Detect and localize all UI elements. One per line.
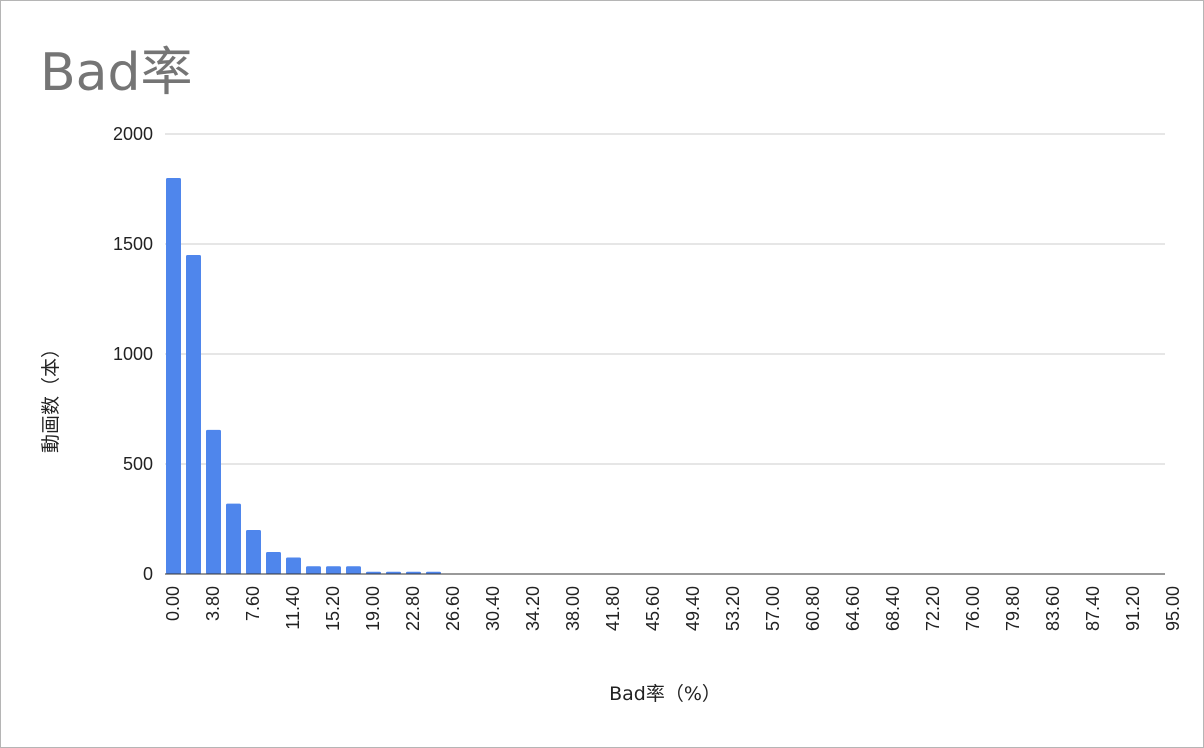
- x-tick-label: 0.00: [163, 586, 183, 621]
- x-tick-label: 68.40: [883, 586, 903, 631]
- x-tick-label: 11.40: [283, 586, 303, 630]
- y-tick-label: 500: [123, 454, 153, 474]
- x-tick-label: 60.80: [803, 586, 823, 631]
- bar-17.10: [346, 566, 361, 574]
- bar-7.60: [246, 530, 261, 574]
- bar-1.90: [186, 255, 201, 574]
- bar-13.30: [306, 566, 321, 574]
- bar-24.70: [426, 571, 441, 574]
- x-tick-label: 26.60: [443, 586, 463, 631]
- x-tick-label: 83.60: [1043, 586, 1063, 631]
- x-tick-label: 45.60: [643, 586, 663, 631]
- bar-11.40: [286, 557, 301, 574]
- x-tick-label: 19.00: [363, 586, 383, 631]
- bar-20.90: [386, 571, 401, 574]
- x-tick-label: 3.80: [203, 586, 223, 621]
- gridlines: [165, 133, 1165, 465]
- bar-3.80: [206, 429, 221, 574]
- y-axis-ticks: 0 500 1000 1500 2000: [113, 124, 153, 584]
- y-tick-label: 1500: [113, 234, 153, 254]
- x-tick-label: 76.00: [963, 586, 983, 631]
- y-tick-label: 1000: [113, 344, 153, 364]
- y-tick-label: 2000: [113, 124, 153, 144]
- x-tick-label: 22.80: [403, 586, 423, 631]
- x-tick-label: 34.20: [523, 586, 543, 631]
- x-tick-label: 15.20: [323, 586, 343, 631]
- y-axis-title: 動画数（本）: [40, 339, 62, 453]
- x-tick-label: 38.00: [563, 586, 583, 631]
- x-tick-label: 49.40: [683, 586, 703, 631]
- x-tick-label: 87.40: [1083, 586, 1103, 631]
- bar-15.20: [326, 566, 341, 574]
- bar-9.50: [266, 552, 281, 574]
- x-tick-label: 7.60: [243, 586, 263, 621]
- x-tick-label: 72.20: [923, 586, 943, 631]
- x-tick-label: 30.40: [483, 586, 503, 631]
- x-axis-ticks: 0.00 3.80 7.60 11.40 15.20 19.00 22.80 26.60 30.…: [163, 586, 1183, 631]
- x-tick-label: 79.80: [1003, 586, 1023, 631]
- x-tick-label: 91.20: [1123, 586, 1143, 631]
- bar-19.00: [366, 571, 381, 574]
- bar-5.70: [226, 503, 241, 574]
- x-tick-label: 41.80: [603, 586, 623, 631]
- bars: [166, 178, 441, 574]
- x-tick-label: 57.00: [763, 586, 783, 631]
- x-axis-title: Bad率（%）: [609, 683, 721, 705]
- y-tick-label: 0: [143, 564, 153, 584]
- bar-0.00: [166, 178, 181, 574]
- bar-22.80: [406, 571, 421, 574]
- x-tick-label: 64.60: [843, 586, 863, 631]
- x-tick-label: 53.20: [723, 586, 743, 631]
- chart-title: Bad率: [40, 43, 193, 103]
- x-tick-label: 95.00: [1163, 586, 1183, 631]
